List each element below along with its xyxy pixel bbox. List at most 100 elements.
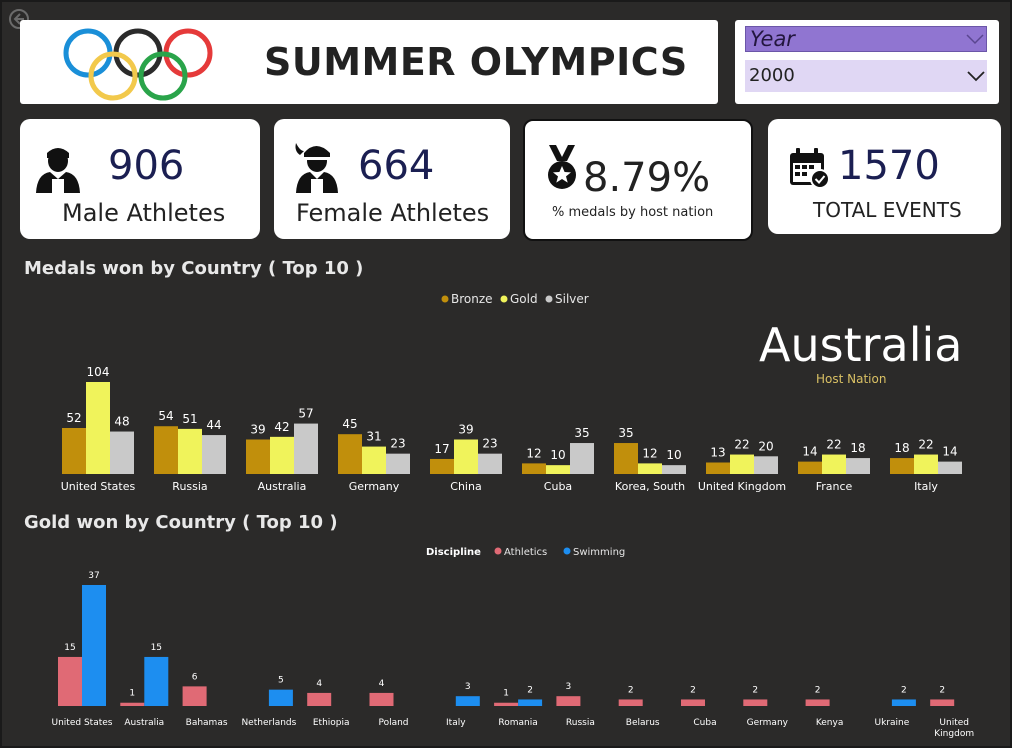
bar-gold-australia[interactable] bbox=[270, 436, 294, 474]
legend-label-bronze[interactable]: Bronze bbox=[451, 292, 493, 306]
bar-gold-france[interactable] bbox=[822, 454, 846, 474]
tick-label-russia: Russia bbox=[566, 718, 595, 728]
chevron-down-icon[interactable] bbox=[966, 33, 984, 45]
data-label-gold-australia: 42 bbox=[274, 420, 289, 434]
bar-bronze-australia[interactable] bbox=[246, 439, 270, 475]
data-label-silver-france: 18 bbox=[850, 441, 865, 455]
female-athlete-icon bbox=[295, 143, 338, 193]
bar-bronze-russia[interactable] bbox=[154, 426, 178, 474]
bar-swimming-romania[interactable] bbox=[518, 699, 543, 706]
bar-silver-russia[interactable] bbox=[202, 435, 226, 474]
tick-label-italy: Italy bbox=[914, 480, 938, 493]
bar-gold-united-states[interactable] bbox=[86, 382, 110, 474]
tick-label-united-states: United States bbox=[61, 480, 136, 493]
bar-swimming-italy[interactable] bbox=[455, 696, 480, 706]
bar-swimming-australia[interactable] bbox=[144, 656, 169, 706]
legend-label-athletics[interactable]: Athletics bbox=[504, 547, 547, 558]
bar-athletics-germany[interactable] bbox=[743, 699, 768, 706]
kpi-male-athletes: 906 Male Athletes bbox=[20, 119, 260, 239]
medals-chart-title: Medals won by Country ( Top 10 ) bbox=[24, 258, 364, 279]
bar-silver-united-kingdom[interactable] bbox=[754, 456, 778, 474]
bar-silver-france[interactable] bbox=[846, 458, 870, 474]
bar-silver-cuba[interactable] bbox=[570, 443, 594, 474]
bar-gold-cuba[interactable] bbox=[546, 465, 570, 474]
legend-label-silver[interactable]: Silver bbox=[555, 292, 589, 306]
bar-gold-united-kingdom[interactable] bbox=[730, 454, 754, 474]
bar-bronze-france[interactable] bbox=[798, 461, 822, 474]
bar-bronze-korea-south[interactable] bbox=[614, 443, 638, 474]
data-label-bronze-cuba: 12 bbox=[526, 446, 541, 460]
bar-athletics-australia[interactable] bbox=[120, 702, 145, 706]
bar-athletics-kenya[interactable] bbox=[805, 699, 830, 706]
data-label-swimming-romania: 2 bbox=[527, 685, 533, 695]
bar-athletics-bahamas[interactable] bbox=[182, 686, 207, 706]
data-label-athletics-united-states: 15 bbox=[64, 643, 75, 653]
legend-label-gold[interactable]: Gold bbox=[510, 292, 538, 306]
data-label-silver-china: 23 bbox=[482, 437, 497, 451]
legend-marker-gold[interactable] bbox=[500, 295, 508, 303]
page-title: SUMMER OLYMPICS bbox=[264, 40, 688, 84]
bar-bronze-germany[interactable] bbox=[338, 434, 362, 474]
legend-title: Discipline bbox=[426, 547, 481, 558]
title-card: SUMMER OLYMPICS bbox=[20, 20, 718, 104]
bar-gold-china[interactable] bbox=[454, 439, 478, 475]
bar-athletics-cuba[interactable] bbox=[681, 699, 705, 706]
bar-silver-italy[interactable] bbox=[938, 461, 962, 474]
male-athletes-label: Male Athletes bbox=[62, 199, 226, 227]
back-arrow-icon[interactable] bbox=[8, 8, 30, 30]
bar-athletics-ethiopia[interactable] bbox=[307, 692, 332, 706]
year-dropdown[interactable]: 2000 bbox=[745, 60, 987, 92]
bar-swimming-netherlands[interactable] bbox=[268, 689, 293, 706]
male-athletes-value: 906 bbox=[108, 143, 185, 189]
bar-bronze-china[interactable] bbox=[430, 458, 454, 474]
bar-gold-germany[interactable] bbox=[362, 446, 386, 474]
bar-athletics-romania[interactable] bbox=[494, 702, 519, 706]
tick-label-italy: Italy bbox=[446, 718, 466, 728]
bar-athletics-poland[interactable] bbox=[369, 692, 394, 706]
legend-marker-athletics[interactable] bbox=[494, 547, 502, 555]
bar-gold-italy[interactable] bbox=[914, 454, 938, 474]
tick-label-belarus: Belarus bbox=[626, 718, 660, 728]
bar-gold-korea-south[interactable] bbox=[638, 463, 662, 474]
bar-athletics-united-states[interactable] bbox=[58, 656, 82, 706]
bar-silver-china[interactable] bbox=[478, 453, 502, 474]
bar-silver-australia[interactable] bbox=[294, 423, 318, 474]
bar-bronze-united-kingdom[interactable] bbox=[706, 462, 730, 475]
bar-bronze-united-states[interactable] bbox=[62, 428, 86, 474]
year-slicer-header[interactable]: Year bbox=[745, 26, 987, 52]
bar-bronze-cuba[interactable] bbox=[522, 463, 546, 474]
legend-marker-bronze[interactable] bbox=[441, 295, 449, 303]
tick-label-united-kingdom-line2: Kingdom bbox=[934, 729, 974, 739]
data-label-silver-italy: 14 bbox=[942, 445, 957, 459]
data-label-swimming-italy: 3 bbox=[465, 682, 471, 692]
bar-silver-germany[interactable] bbox=[386, 453, 410, 474]
legend-marker-silver[interactable] bbox=[545, 295, 553, 303]
tick-label-poland: Poland bbox=[378, 718, 408, 728]
bar-swimming-ukraine[interactable] bbox=[891, 699, 916, 706]
data-label-bronze-germany: 45 bbox=[342, 417, 357, 431]
bar-silver-united-states[interactable] bbox=[110, 431, 134, 474]
bar-swimming-united-states[interactable] bbox=[82, 585, 106, 706]
data-label-gold-united-states: 104 bbox=[87, 365, 110, 379]
male-athlete-icon bbox=[36, 148, 80, 193]
data-label-gold-italy: 22 bbox=[918, 438, 933, 452]
kpi-total-events: 1570 TOTAL EVENTS bbox=[768, 119, 1001, 234]
legend-marker-swimming[interactable] bbox=[563, 547, 571, 555]
bar-athletics-russia[interactable] bbox=[556, 696, 581, 706]
data-label-athletics-ethiopia: 4 bbox=[316, 679, 322, 689]
bar-gold-russia[interactable] bbox=[178, 428, 202, 474]
data-label-athletics-kenya: 2 bbox=[815, 685, 821, 695]
gold-chart-title: Gold won by Country ( Top 10 ) bbox=[24, 512, 338, 533]
bar-silver-korea-south[interactable] bbox=[662, 465, 686, 474]
bar-athletics-united-kingdom[interactable] bbox=[930, 699, 955, 706]
host-nation-caption: Host Nation bbox=[816, 372, 887, 386]
chevron-down-icon[interactable] bbox=[967, 70, 985, 82]
legend-label-swimming[interactable]: Swimming bbox=[573, 547, 625, 558]
data-label-swimming-netherlands: 5 bbox=[278, 676, 284, 686]
data-label-swimming-united-states: 37 bbox=[88, 571, 99, 581]
bar-athletics-belarus[interactable] bbox=[618, 699, 643, 706]
data-label-bronze-russia: 54 bbox=[158, 409, 173, 423]
bar-bronze-italy[interactable] bbox=[890, 458, 914, 474]
data-label-gold-france: 22 bbox=[826, 438, 841, 452]
